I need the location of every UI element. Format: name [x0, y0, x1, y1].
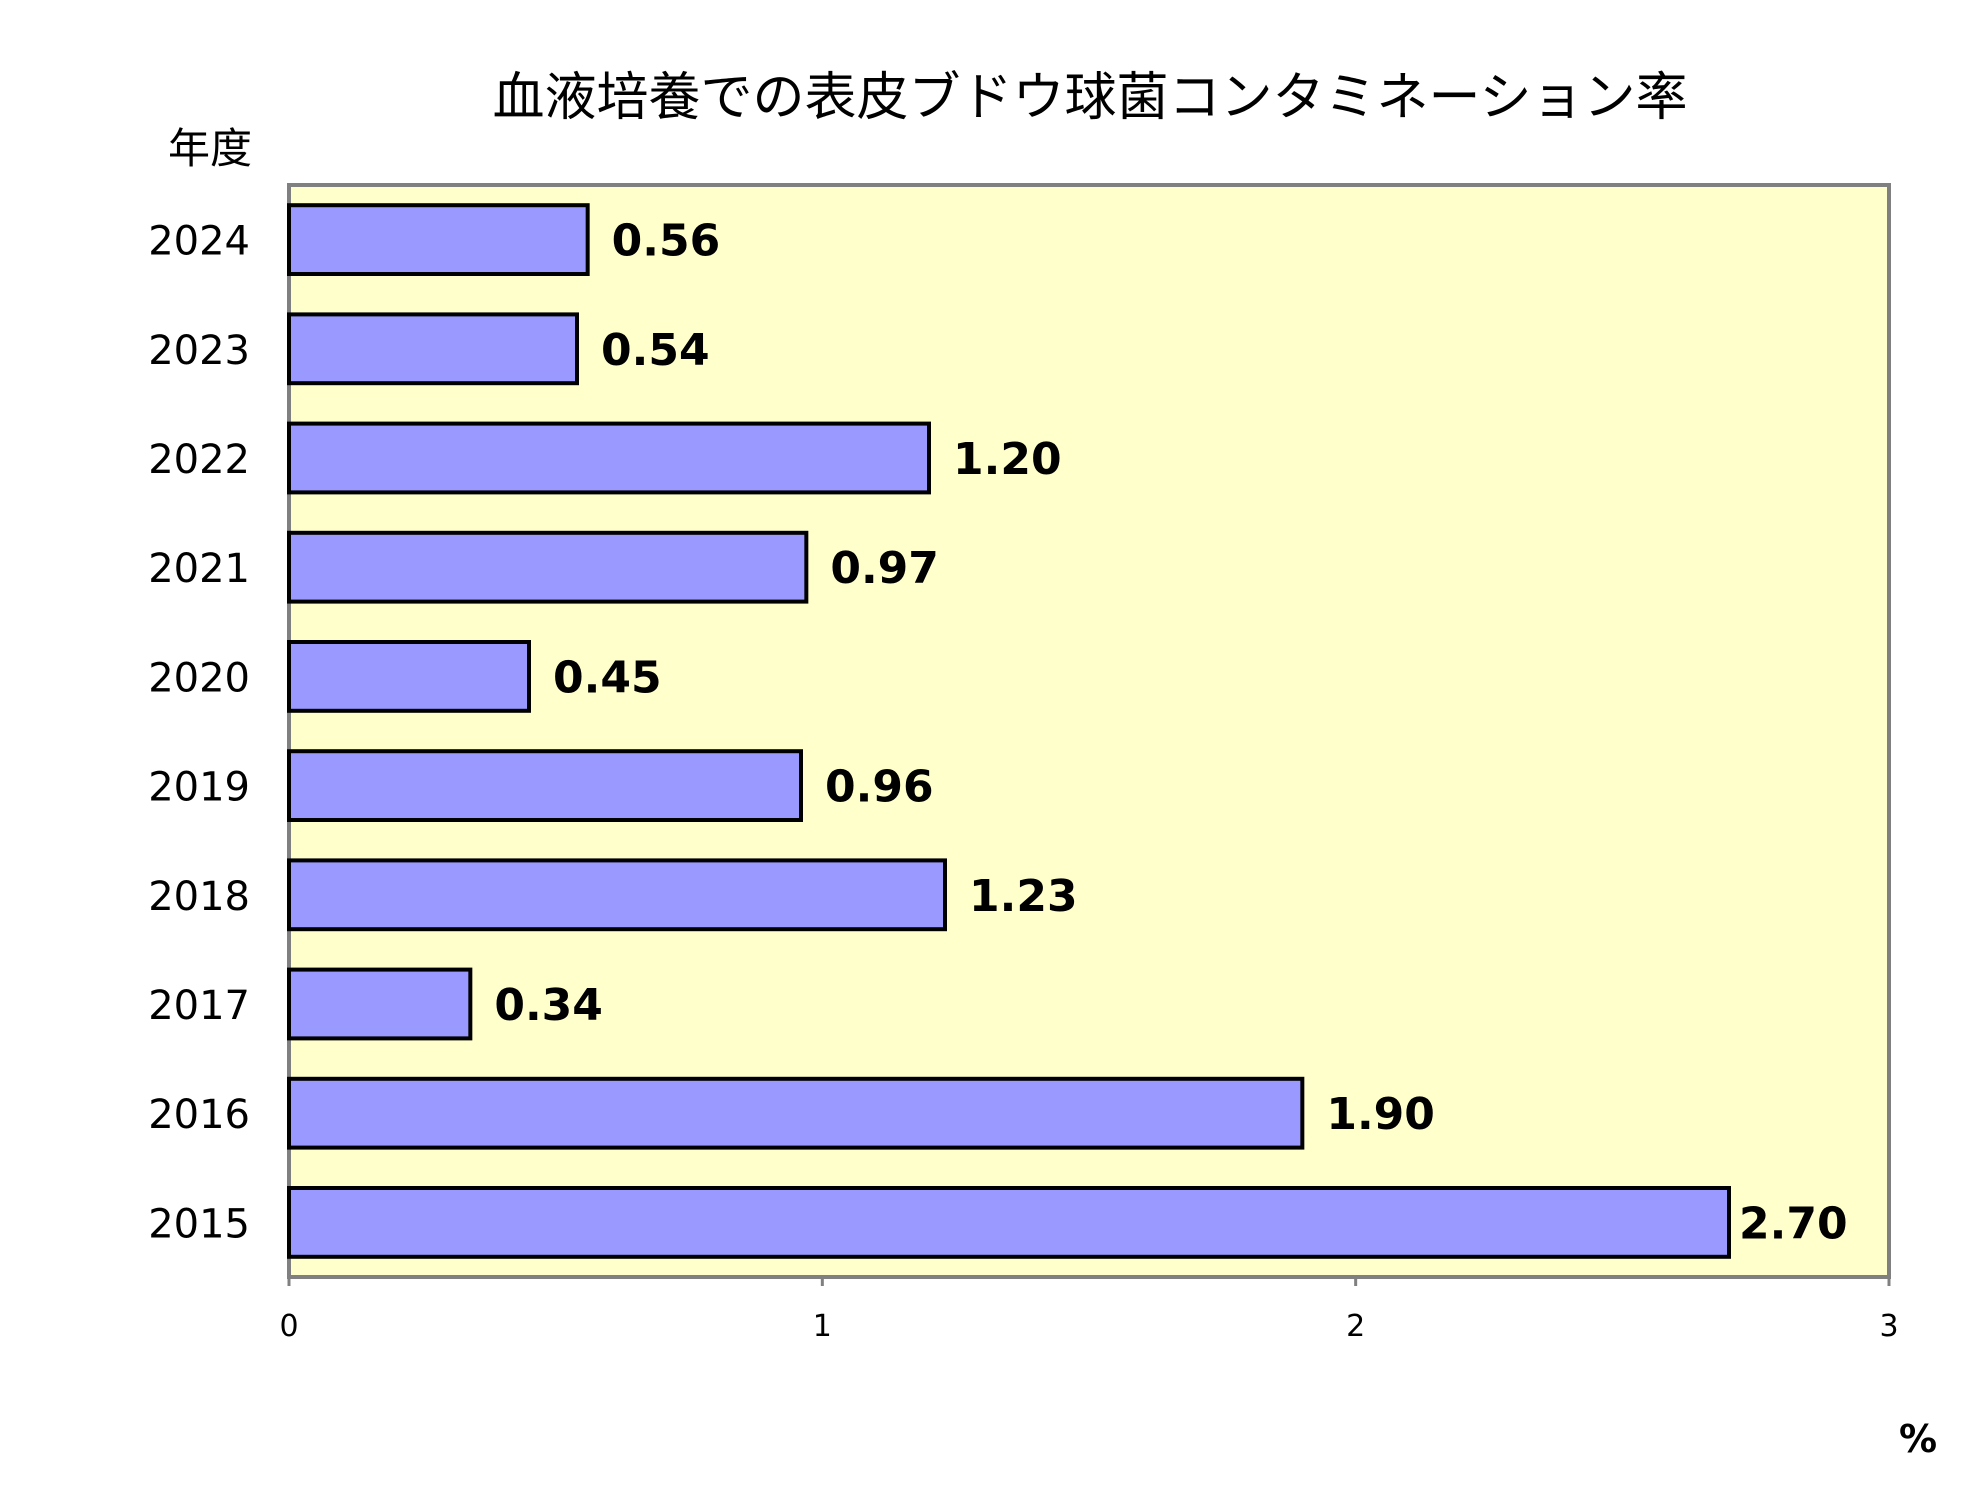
x-tick-label: 1 — [813, 1309, 832, 1344]
data-label-2019: 0.96 — [825, 762, 934, 813]
bar-2020 — [287, 640, 531, 713]
data-label-2024: 0.56 — [612, 216, 721, 267]
bars-group — [287, 203, 1731, 1259]
bar-2023 — [287, 312, 579, 386]
category-label-2019: 2019 — [148, 765, 250, 811]
data-label-2016: 1.90 — [1326, 1089, 1435, 1140]
data-label-2015: 2.70 — [1739, 1198, 1848, 1249]
data-label-2018: 1.23 — [969, 871, 1078, 922]
x-tick-label: 0 — [279, 1309, 298, 1344]
y-axis-title: 年度 — [168, 124, 252, 173]
category-label-2018: 2018 — [148, 874, 250, 920]
category-labels: 2024 2023 2022 2021 2020 2019 2018 2017 2016 2015 — [148, 219, 250, 1248]
category-label-2015: 2015 — [148, 1201, 250, 1247]
data-label-2022: 1.20 — [953, 434, 1062, 485]
data-label-2020: 0.45 — [553, 652, 662, 703]
bar-2016 — [287, 1076, 1305, 1150]
data-label-2017: 0.34 — [494, 980, 603, 1031]
bar-2024 — [287, 203, 590, 276]
bar-2015 — [287, 1186, 1731, 1259]
x-tick-label: 2 — [1346, 1309, 1365, 1344]
category-label-2022: 2022 — [148, 437, 250, 483]
bar-2018 — [287, 858, 947, 932]
x-axis-unit-label: % — [1899, 1417, 1937, 1461]
category-label-2016: 2016 — [148, 1092, 250, 1138]
bar-2017 — [287, 967, 473, 1041]
data-label-2023: 0.54 — [601, 325, 710, 376]
chart-title: 血液培養での表皮ブドウ球菌コンタミネーション率 — [493, 68, 1688, 128]
category-label-2021: 2021 — [148, 546, 250, 592]
category-label-2023: 2023 — [148, 328, 250, 374]
data-label-2021: 0.97 — [830, 543, 939, 594]
x-axis-ticks: 0 1 2 3 — [279, 1277, 1899, 1344]
category-label-2017: 2017 — [148, 983, 250, 1029]
bar-2022 — [287, 421, 931, 495]
data-labels: 0.56 0.54 1.20 0.97 0.45 0.96 1.23 0.34 1.90 2.70 — [494, 216, 1847, 1250]
x-tick-label: 3 — [1879, 1309, 1898, 1344]
bar-2019 — [287, 749, 803, 822]
category-label-2024: 2024 — [148, 219, 250, 265]
bar-2021 — [287, 530, 809, 604]
category-label-2020: 2020 — [148, 655, 250, 701]
